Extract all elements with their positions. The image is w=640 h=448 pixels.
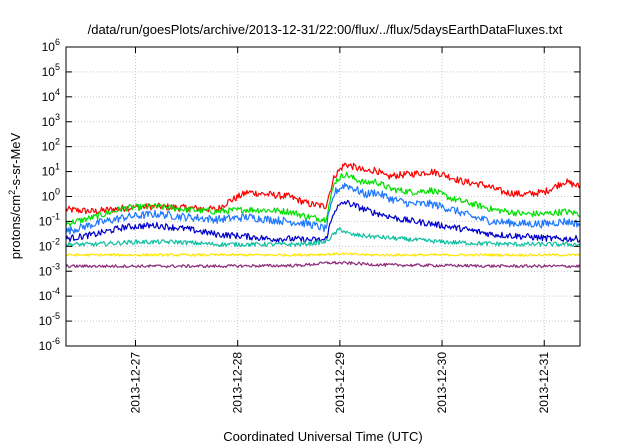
- y-tick-label-base: 10: [39, 339, 53, 353]
- y-tick-label: 10-5: [39, 311, 60, 328]
- y-tick-label-exponent: 1: [55, 162, 60, 172]
- series-line-3: [65, 199, 581, 244]
- y-tick-label-exponent: 6: [55, 37, 60, 47]
- x-tick-label: 2013-12-27: [128, 352, 142, 414]
- x-axis-label: Coordinated Universal Time (UTC): [223, 429, 422, 444]
- y-axis-label-exponent: 2: [7, 190, 17, 195]
- y-tick-label-exponent: 2: [55, 137, 60, 147]
- y-tick-label-base: 10: [42, 65, 56, 79]
- y-tick-label: 106: [42, 37, 60, 54]
- y-tick-label: 10-1: [39, 211, 60, 228]
- y-axis-label-tail: -s-sr-MeV: [8, 132, 23, 189]
- y-tick-label-base: 10: [42, 115, 56, 129]
- y-tick-label-exponent: -3: [52, 261, 60, 271]
- x-tick-labels: 2013-12-27 2013-12-28 2013-12-29 2013-12-30…: [128, 352, 551, 414]
- y-tick-label-base: 10: [42, 165, 56, 179]
- series-line-4: [65, 227, 581, 248]
- y-tick-label-exponent: -2: [52, 236, 60, 246]
- y-tick-label: 104: [42, 87, 60, 104]
- y-tick-label: 100: [42, 187, 60, 204]
- axis-ticks: [66, 46, 580, 347]
- y-tick-label-exponent: -4: [52, 286, 60, 296]
- y-tick-label-base: 10: [42, 140, 56, 154]
- x-tick-label: 2013-12-31: [537, 352, 551, 414]
- y-tick-label-base: 10: [39, 214, 53, 228]
- y-tick-label-exponent: -1: [52, 211, 60, 221]
- y-tick-label: 102: [42, 137, 60, 154]
- y-tick-label-exponent: 0: [55, 187, 60, 197]
- y-tick-label-base: 10: [39, 289, 53, 303]
- plot-frame: [65, 46, 581, 347]
- series-line-2: [65, 182, 581, 235]
- y-tick-label-base: 10: [42, 190, 56, 204]
- y-tick-label: 10-2: [39, 236, 60, 253]
- y-axis-label-base: protons/cm: [8, 195, 23, 259]
- y-tick-label: 103: [42, 112, 60, 129]
- y-tick-label: 10-4: [39, 286, 60, 303]
- y-tick-label: 10-6: [39, 336, 60, 353]
- y-tick-label: 101: [42, 162, 60, 179]
- series-line-1: [65, 171, 581, 227]
- y-tick-label: 10-3: [39, 261, 60, 278]
- series-line-5: [65, 252, 581, 257]
- y-tick-label-base: 10: [39, 239, 53, 253]
- x-tick-label: 2013-12-29: [333, 352, 347, 414]
- chart-title: /data/run/goesPlots/archive/2013-12-31/2…: [88, 22, 563, 37]
- y-tick-label-exponent: 5: [55, 62, 60, 72]
- y-tick-label-exponent: 3: [55, 112, 60, 122]
- y-tick-label-base: 10: [42, 40, 56, 54]
- y-tick-label-base: 10: [39, 314, 53, 328]
- y-tick-label-base: 10: [42, 90, 56, 104]
- y-tick-label-base: 10: [39, 264, 53, 278]
- series-line-6: [65, 260, 581, 269]
- x-tick-label: 2013-12-28: [231, 352, 245, 414]
- series-line-0: [65, 162, 581, 215]
- y-tick-label: 105: [42, 62, 60, 79]
- y-tick-label-exponent: 4: [55, 87, 60, 97]
- x-tick-label: 2013-12-30: [435, 352, 449, 414]
- data-series-group: [65, 162, 581, 269]
- grid-lines: [66, 47, 580, 346]
- y-axis-label: protons/cm2-s-sr-MeV: [7, 132, 23, 259]
- y-tick-label-exponent: -5: [52, 311, 60, 321]
- y-tick-labels: 10-610-510-410-310-210-11001011021031041…: [39, 37, 60, 353]
- y-tick-label-exponent: -6: [52, 336, 60, 346]
